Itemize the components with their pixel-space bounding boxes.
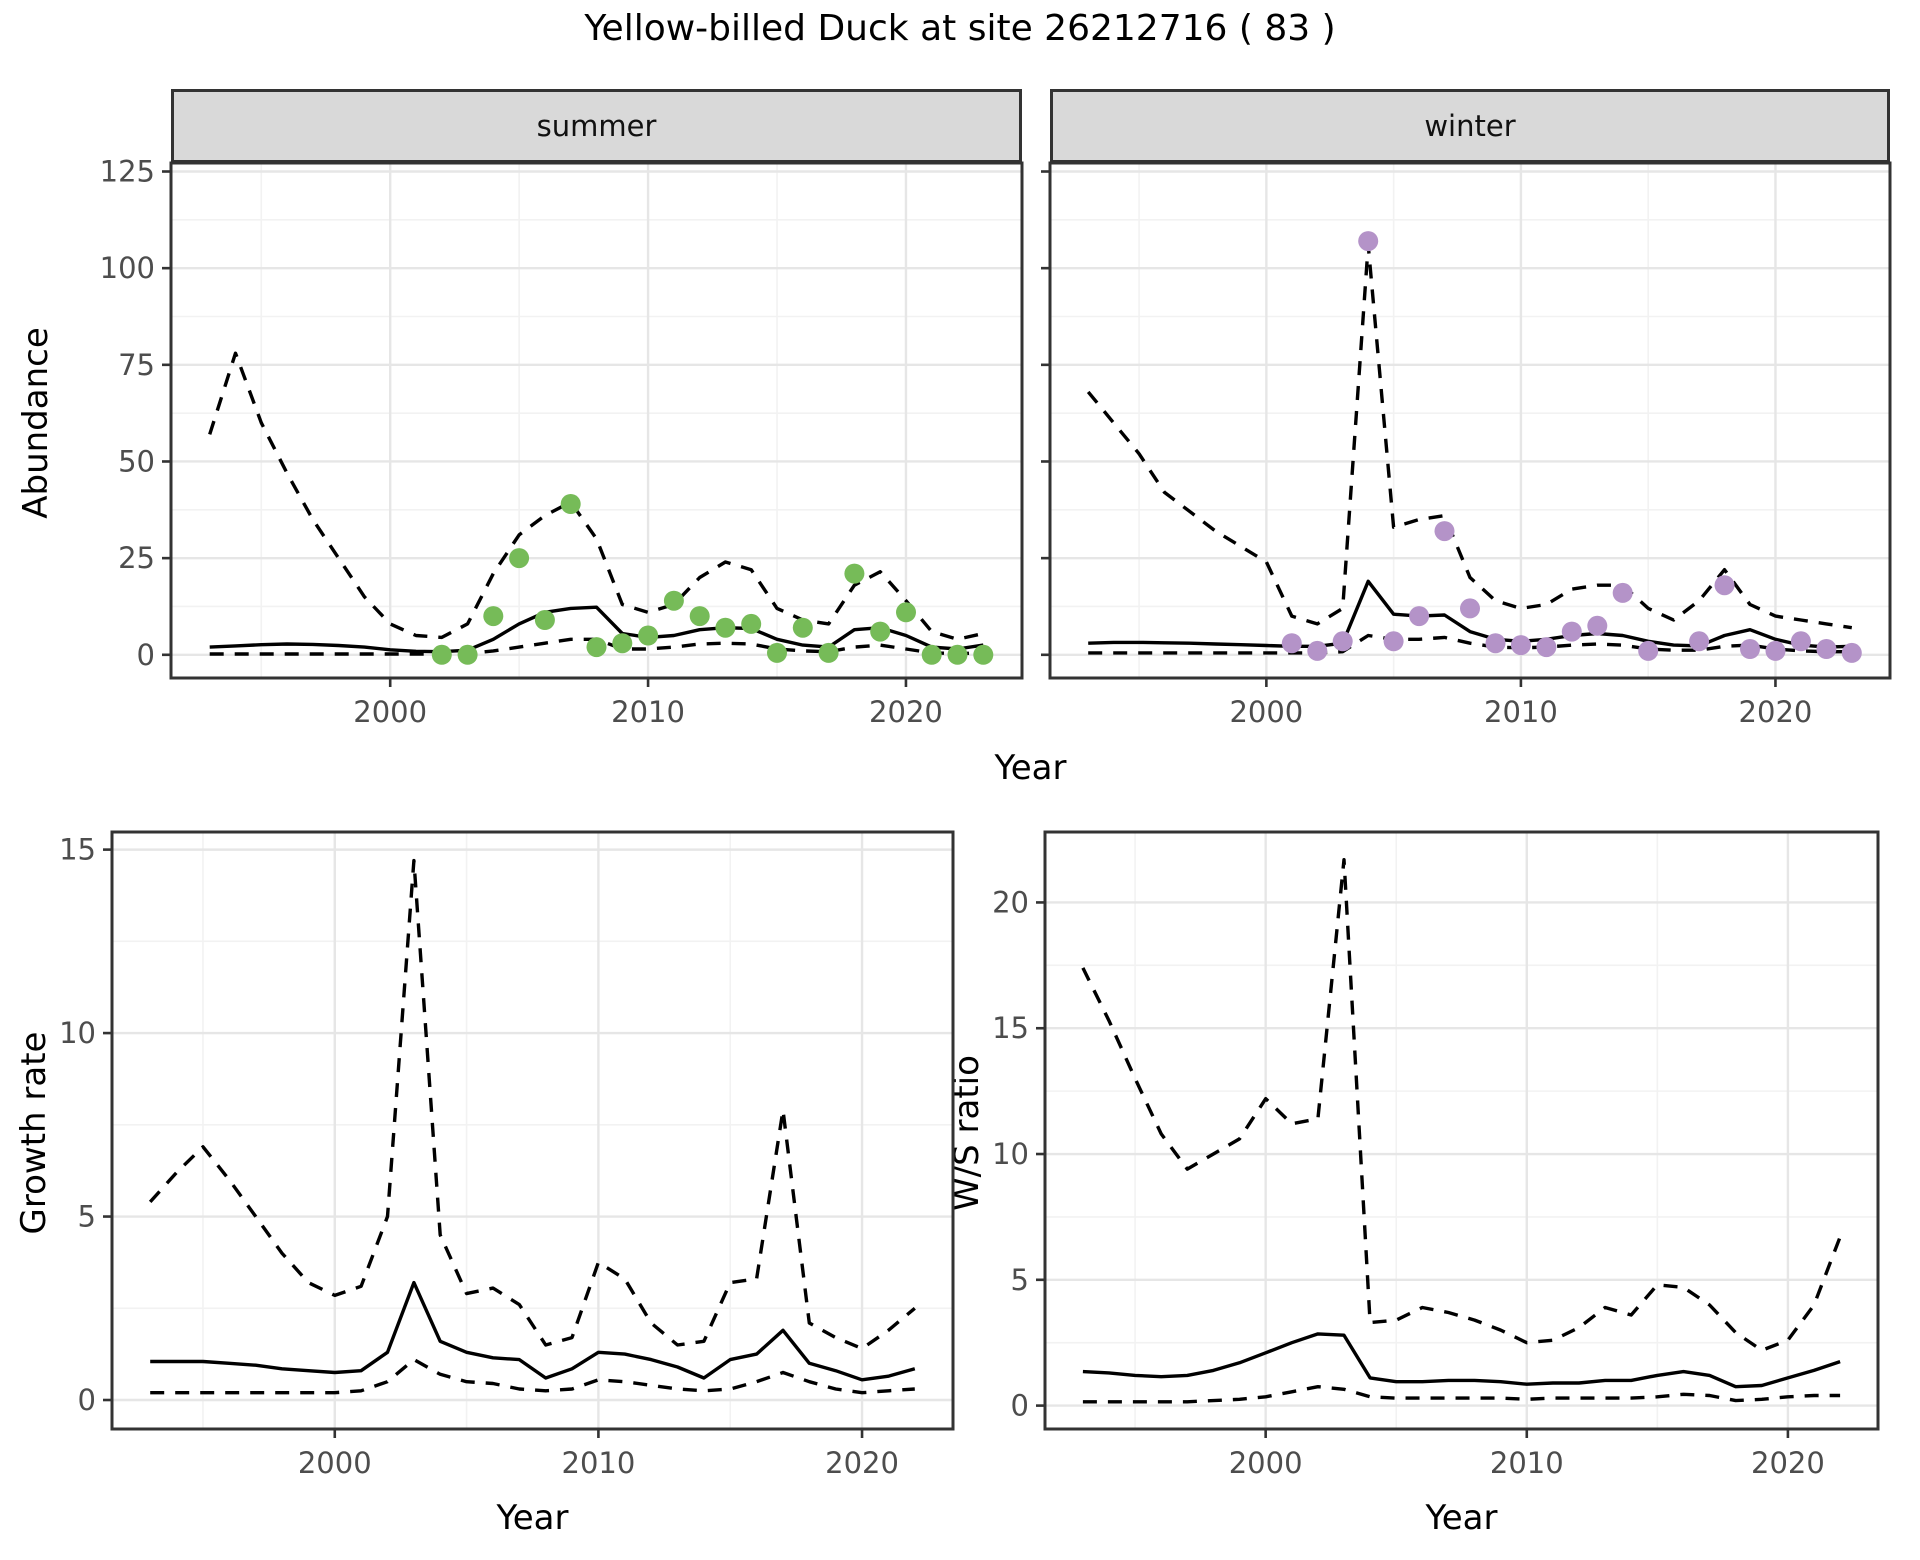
x-axis-title-ws-ratio: Year: [1425, 1498, 1498, 1538]
svg-text:75: 75: [118, 348, 155, 382]
svg-text:50: 50: [118, 444, 155, 478]
svg-text:10: 10: [59, 1016, 96, 1050]
svg-text:2020: 2020: [1739, 695, 1813, 729]
svg-text:15: 15: [992, 1011, 1029, 1045]
svg-text:2010: 2010: [562, 1446, 636, 1480]
facet-strip-label: winter: [1424, 109, 1516, 143]
svg-text:2010: 2010: [1484, 695, 1558, 729]
svg-text:2010: 2010: [1490, 1446, 1564, 1480]
svg-text:0: 0: [137, 638, 155, 672]
svg-text:2000: 2000: [298, 1446, 372, 1480]
svg-text:20: 20: [992, 885, 1029, 919]
x-axis-title-growth-rate: Year: [496, 1498, 569, 1538]
x-axis-title-abundance: Year: [994, 748, 1067, 788]
svg-text:2020: 2020: [1751, 1446, 1825, 1480]
svg-text:2020: 2020: [825, 1446, 899, 1480]
facet-strip-winter: winter: [1050, 89, 1890, 163]
svg-text:2010: 2010: [611, 695, 685, 729]
svg-text:2000: 2000: [1229, 1446, 1303, 1480]
facet-strip-summer: summer: [171, 89, 1022, 163]
facet-strip-label: summer: [536, 109, 657, 143]
svg-text:2000: 2000: [1229, 695, 1303, 729]
page-title: Yellow-billed Duck at site 26212716 ( 83…: [584, 8, 1336, 49]
svg-text:25: 25: [118, 541, 155, 575]
svg-text:100: 100: [100, 251, 155, 285]
svg-text:10: 10: [992, 1137, 1029, 1171]
svg-text:2020: 2020: [869, 695, 943, 729]
svg-text:125: 125: [100, 155, 155, 189]
svg-text:15: 15: [59, 833, 96, 867]
svg-text:0: 0: [1011, 1389, 1029, 1423]
svg-text:5: 5: [1011, 1263, 1029, 1297]
svg-text:2000: 2000: [353, 695, 427, 729]
svg-text:5: 5: [78, 1200, 96, 1234]
svg-text:0: 0: [78, 1383, 96, 1417]
